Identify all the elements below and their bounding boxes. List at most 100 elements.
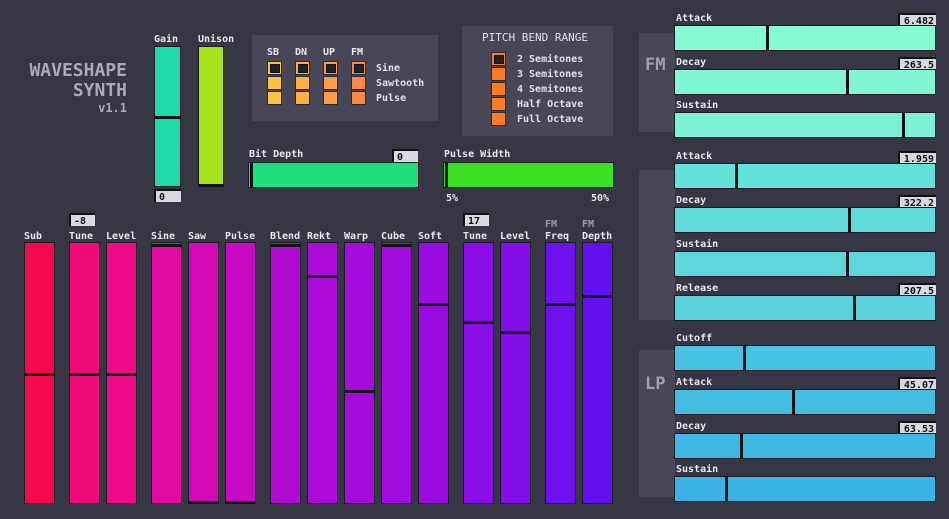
slider-label-rekt: Rekt: [307, 231, 332, 242]
bit-depth-slider-handle[interactable]: [250, 163, 253, 187]
fm-attack-slider-handle[interactable]: [766, 26, 769, 50]
lp-attack-value: 45.07: [898, 377, 936, 391]
pitch-bend-radio-3[interactable]: [491, 97, 506, 111]
pulse-width-slider[interactable]: [443, 162, 614, 188]
lp-sustain-slider[interactable]: [674, 476, 936, 502]
pitch-bend-option-half-octave[interactable]: Half Octave: [517, 99, 584, 110]
slider-label-sine: Sine: [151, 231, 176, 242]
lp-decay-slider-handle[interactable]: [740, 434, 743, 458]
slider-fmdepth[interactable]: [582, 242, 613, 504]
amp-release-slider-handle[interactable]: [853, 296, 856, 320]
lp-decay-slider[interactable]: [674, 433, 936, 459]
pitch-bend-option-3-semitones[interactable]: 3 Semitones: [517, 69, 584, 80]
slider-blend-handle[interactable]: [271, 244, 300, 247]
slider-rekt[interactable]: [307, 242, 338, 504]
slider-level1-handle[interactable]: [107, 373, 136, 376]
slider-label-level2: Level: [500, 231, 531, 242]
slider-level2-handle[interactable]: [501, 331, 530, 334]
slider-warp-handle[interactable]: [345, 390, 374, 393]
bit-depth-slider[interactable]: [248, 162, 419, 188]
amp-decay-label: Decay: [676, 195, 707, 206]
slider-saw-handle[interactable]: [189, 501, 218, 504]
wave-toggle-sb-pulse[interactable]: [267, 91, 282, 105]
gain-slider-handle[interactable]: [155, 116, 180, 119]
pitch-bend-option-full-octave[interactable]: Full Octave: [517, 114, 584, 125]
fm-decay-slider[interactable]: [674, 69, 936, 95]
amp-sustain-slider[interactable]: [674, 251, 936, 277]
gain-value: 0: [154, 189, 181, 203]
slider-saw[interactable]: [188, 242, 219, 504]
slider-label-fmfreq: Freq: [545, 231, 570, 242]
wave-toggle-fm-pulse[interactable]: [351, 91, 366, 105]
gain-slider[interactable]: [154, 46, 181, 187]
amp-decay-slider-handle[interactable]: [848, 208, 851, 232]
pulse-width-label: Pulse Width: [444, 149, 511, 160]
fm-attack-label: Attack: [676, 13, 713, 24]
slider-level2[interactable]: [500, 242, 531, 504]
pitch-bend-radio-0[interactable]: [491, 52, 506, 66]
slider-pulse[interactable]: [225, 242, 256, 504]
slider-cube[interactable]: [381, 242, 412, 504]
pitch-bend-radio-4[interactable]: [491, 112, 506, 126]
slider-level1[interactable]: [106, 242, 137, 504]
wave-toggle-fm-sawtooth[interactable]: [351, 76, 366, 90]
lp-cutoff-slider-handle[interactable]: [743, 346, 746, 370]
lp-section-label: LP: [645, 374, 666, 394]
unison-slider-handle[interactable]: [199, 184, 223, 187]
slider-tune1-handle[interactable]: [70, 373, 99, 376]
lp-attack-slider[interactable]: [674, 389, 936, 415]
fm-sustain-slider[interactable]: [674, 112, 936, 138]
slider-label-warp: Warp: [344, 231, 369, 242]
slider-pulse-handle[interactable]: [226, 501, 255, 504]
amp-sustain-slider-handle[interactable]: [846, 252, 849, 276]
slider-tune1[interactable]: [69, 242, 100, 504]
slider-tune2-handle[interactable]: [464, 321, 493, 324]
fm-sustain-slider-handle[interactable]: [902, 113, 905, 137]
slider-fmfreq[interactable]: [545, 242, 576, 504]
wave-toggle-up-sine[interactable]: [323, 61, 338, 75]
slider-sub[interactable]: [24, 242, 55, 504]
wave-toggle-dn-sawtooth[interactable]: [295, 76, 310, 90]
lp-sustain-slider-handle[interactable]: [725, 477, 728, 501]
pitch-bend-radio-2[interactable]: [491, 82, 506, 96]
slider-blend[interactable]: [270, 242, 301, 504]
pitch-bend-radio-1[interactable]: [491, 67, 506, 81]
amp-release-slider[interactable]: [674, 295, 936, 321]
lp-cutoff-slider[interactable]: [674, 345, 936, 371]
slider-value-tune2: 17: [463, 213, 489, 227]
fm-section-label: FM: [645, 55, 666, 75]
lp-attack-slider-handle[interactable]: [792, 390, 795, 414]
wave-toggle-sb-sine[interactable]: [267, 61, 282, 75]
slider-fmfreq-handle[interactable]: [546, 303, 575, 306]
unison-label: Unison: [198, 34, 235, 45]
amp-release-value: 207.5: [898, 283, 936, 297]
slider-warp[interactable]: [344, 242, 375, 504]
wave-toggle-fm-sine[interactable]: [351, 61, 366, 75]
slider-tune2[interactable]: [463, 242, 494, 504]
slider-rekt-handle[interactable]: [308, 275, 337, 278]
pitch-bend-option-2-semitones[interactable]: 2 Semitones: [517, 54, 584, 65]
wave-col-up: UP: [323, 47, 336, 58]
amp-attack-slider[interactable]: [674, 163, 936, 189]
slider-soft[interactable]: [418, 242, 449, 504]
slider-sub-handle[interactable]: [25, 373, 54, 376]
unison-slider[interactable]: [198, 46, 224, 187]
slider-cube-handle[interactable]: [382, 244, 411, 247]
amp-decay-slider[interactable]: [674, 207, 936, 233]
slider-label-blend: Blend: [270, 231, 301, 242]
wave-col-fm: FM: [351, 47, 364, 58]
wave-toggle-up-sawtooth[interactable]: [323, 76, 338, 90]
slider-soft-handle[interactable]: [419, 303, 448, 306]
amp-attack-slider-handle[interactable]: [735, 164, 738, 188]
wave-toggle-dn-pulse[interactable]: [295, 91, 310, 105]
wave-toggle-sb-sawtooth[interactable]: [267, 76, 282, 90]
pitch-bend-option-4-semitones[interactable]: 4 Semitones: [517, 84, 584, 95]
slider-sine[interactable]: [151, 242, 182, 504]
pulse-width-slider-handle[interactable]: [445, 163, 448, 187]
fm-decay-slider-handle[interactable]: [846, 70, 849, 94]
fm-attack-slider[interactable]: [674, 25, 936, 51]
slider-sine-handle[interactable]: [152, 244, 181, 247]
wave-toggle-dn-sine[interactable]: [295, 61, 310, 75]
slider-fmdepth-handle[interactable]: [583, 295, 612, 298]
wave-toggle-up-pulse[interactable]: [323, 91, 338, 105]
